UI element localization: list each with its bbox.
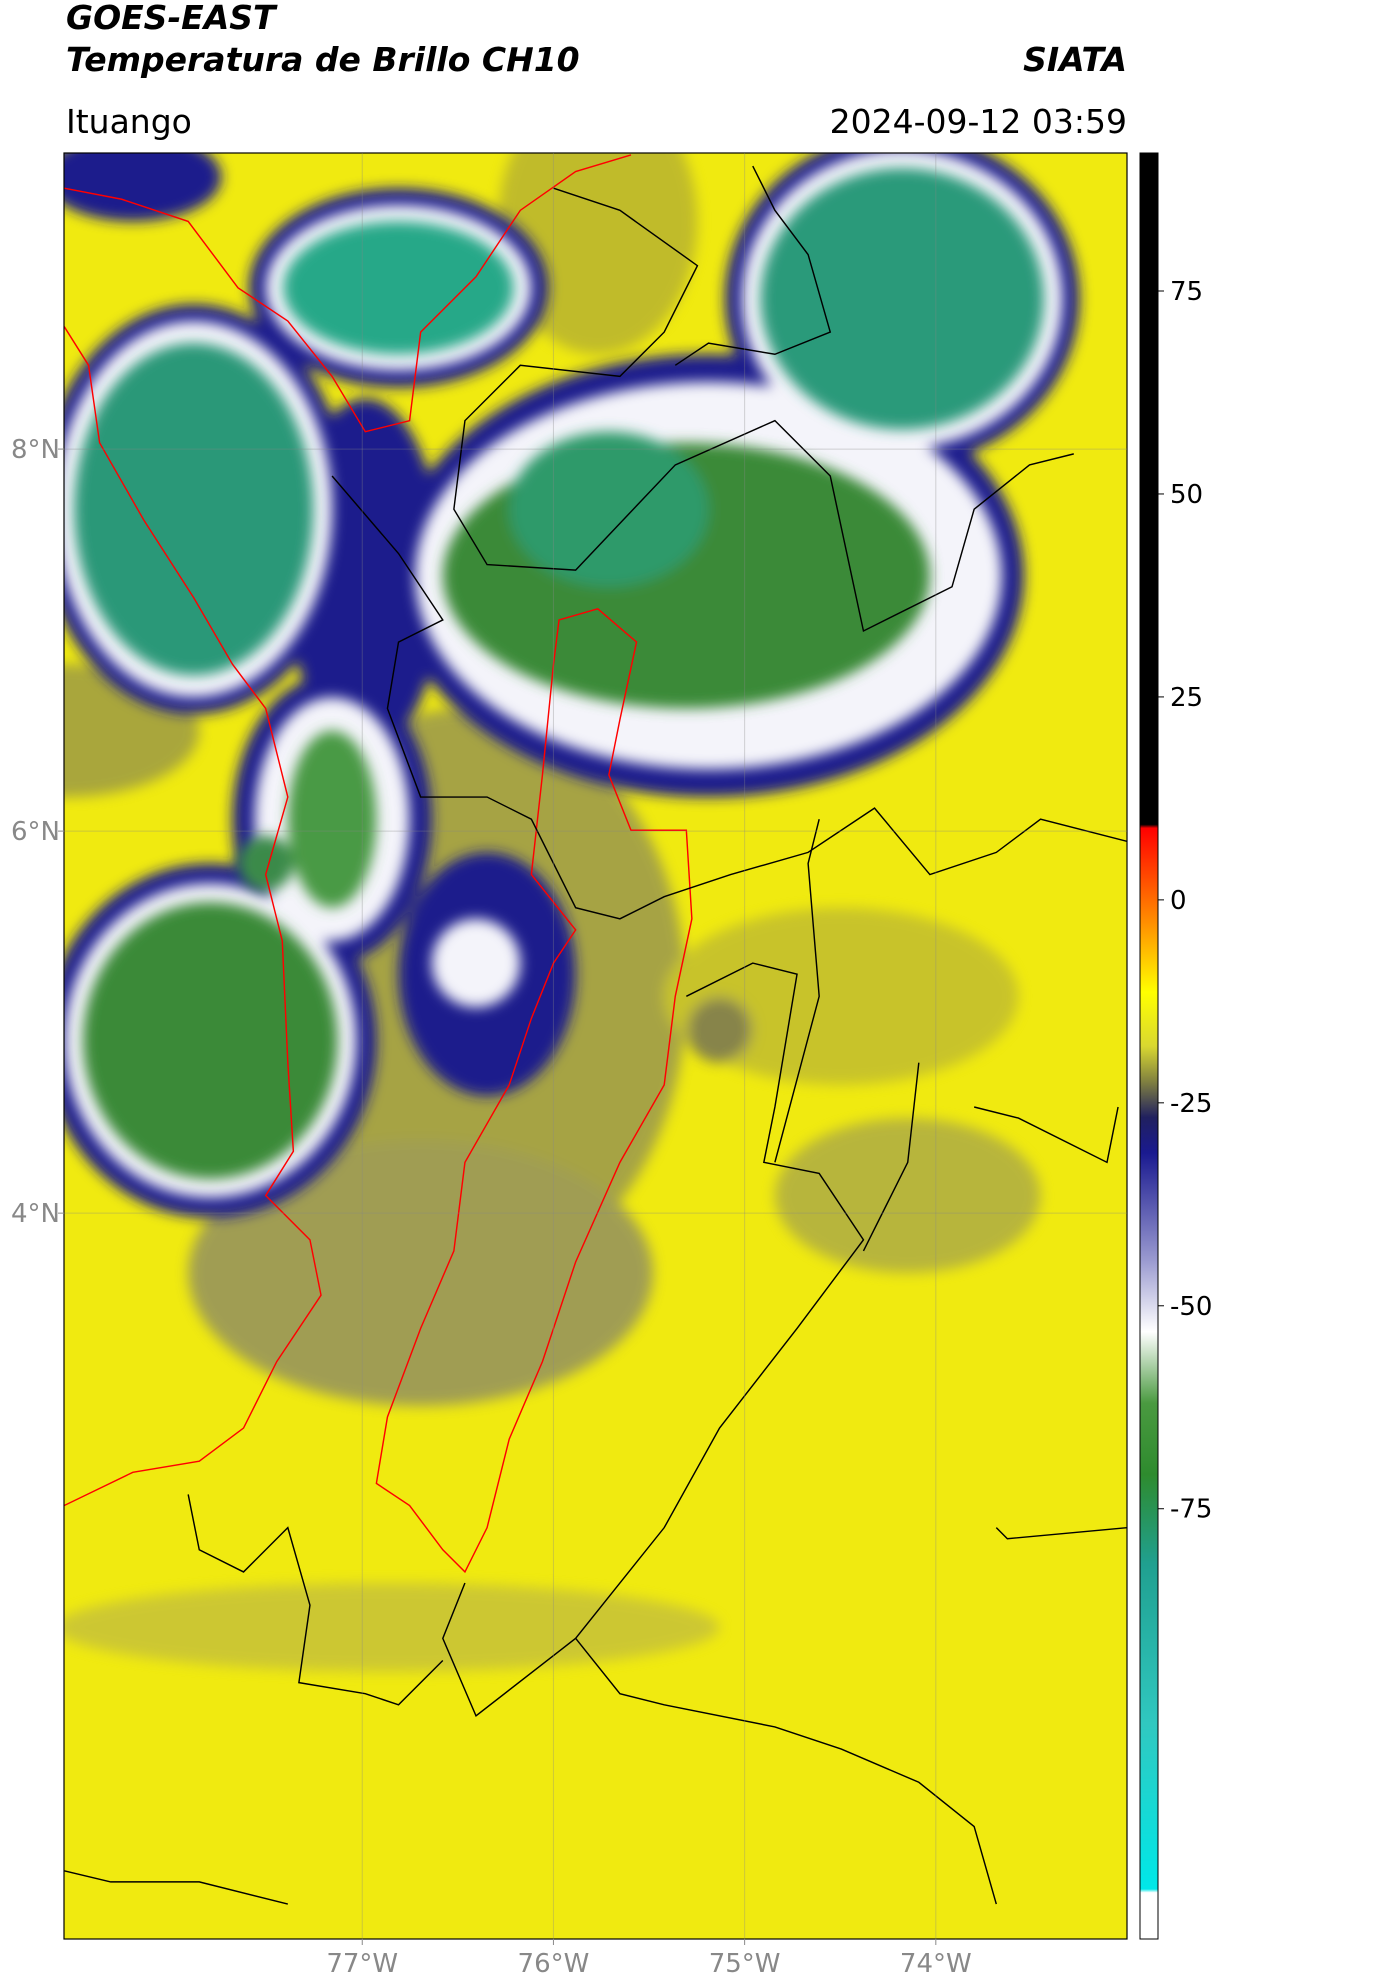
colorbar-tick-label: 0 (1170, 886, 1187, 916)
colorbar-ticks: -75 -50 -25 0 25 50 75 (1158, 277, 1212, 1525)
map-frame (63, 152, 1128, 1940)
colorbar-tick-label: -25 (1170, 1089, 1212, 1119)
map-imagery (64, 153, 1127, 1939)
colorbar-tick-label: 75 (1170, 277, 1203, 307)
colorbar-tick-label: -50 (1170, 1292, 1212, 1322)
cloud-field (64, 153, 1127, 1905)
colorbar[interactable] (1139, 152, 1159, 1940)
location: Ituango (66, 102, 192, 141)
x-tick-label: 75°W (709, 1949, 781, 1979)
boundaries (64, 154, 1127, 1905)
subtitle: Temperatura de Brillo CH10 (66, 40, 580, 79)
colorbar-tick-label: 25 (1170, 683, 1203, 713)
map-grid: 77°W 76°W 75°W 74°W 4°N 6°N 8°N (11, 153, 1127, 1979)
cloud-green (74, 168, 1044, 1179)
x-tick-label: 77°W (326, 1949, 398, 1979)
colorbar-tick-label: -75 (1170, 1495, 1212, 1525)
x-tick-label: 76°W (518, 1949, 590, 1979)
organization: SIATA (1023, 40, 1127, 79)
title: GOES-EAST (66, 0, 278, 37)
y-tick-label: 6°N (11, 817, 60, 847)
colorbar-tick-label: 50 (1170, 480, 1203, 510)
timestamp: 2024-09-12 03:59 (830, 102, 1127, 141)
x-tick-label: 74°W (900, 1949, 972, 1979)
y-tick-label: 8°N (11, 435, 60, 465)
y-tick-label: 4°N (11, 1199, 60, 1229)
